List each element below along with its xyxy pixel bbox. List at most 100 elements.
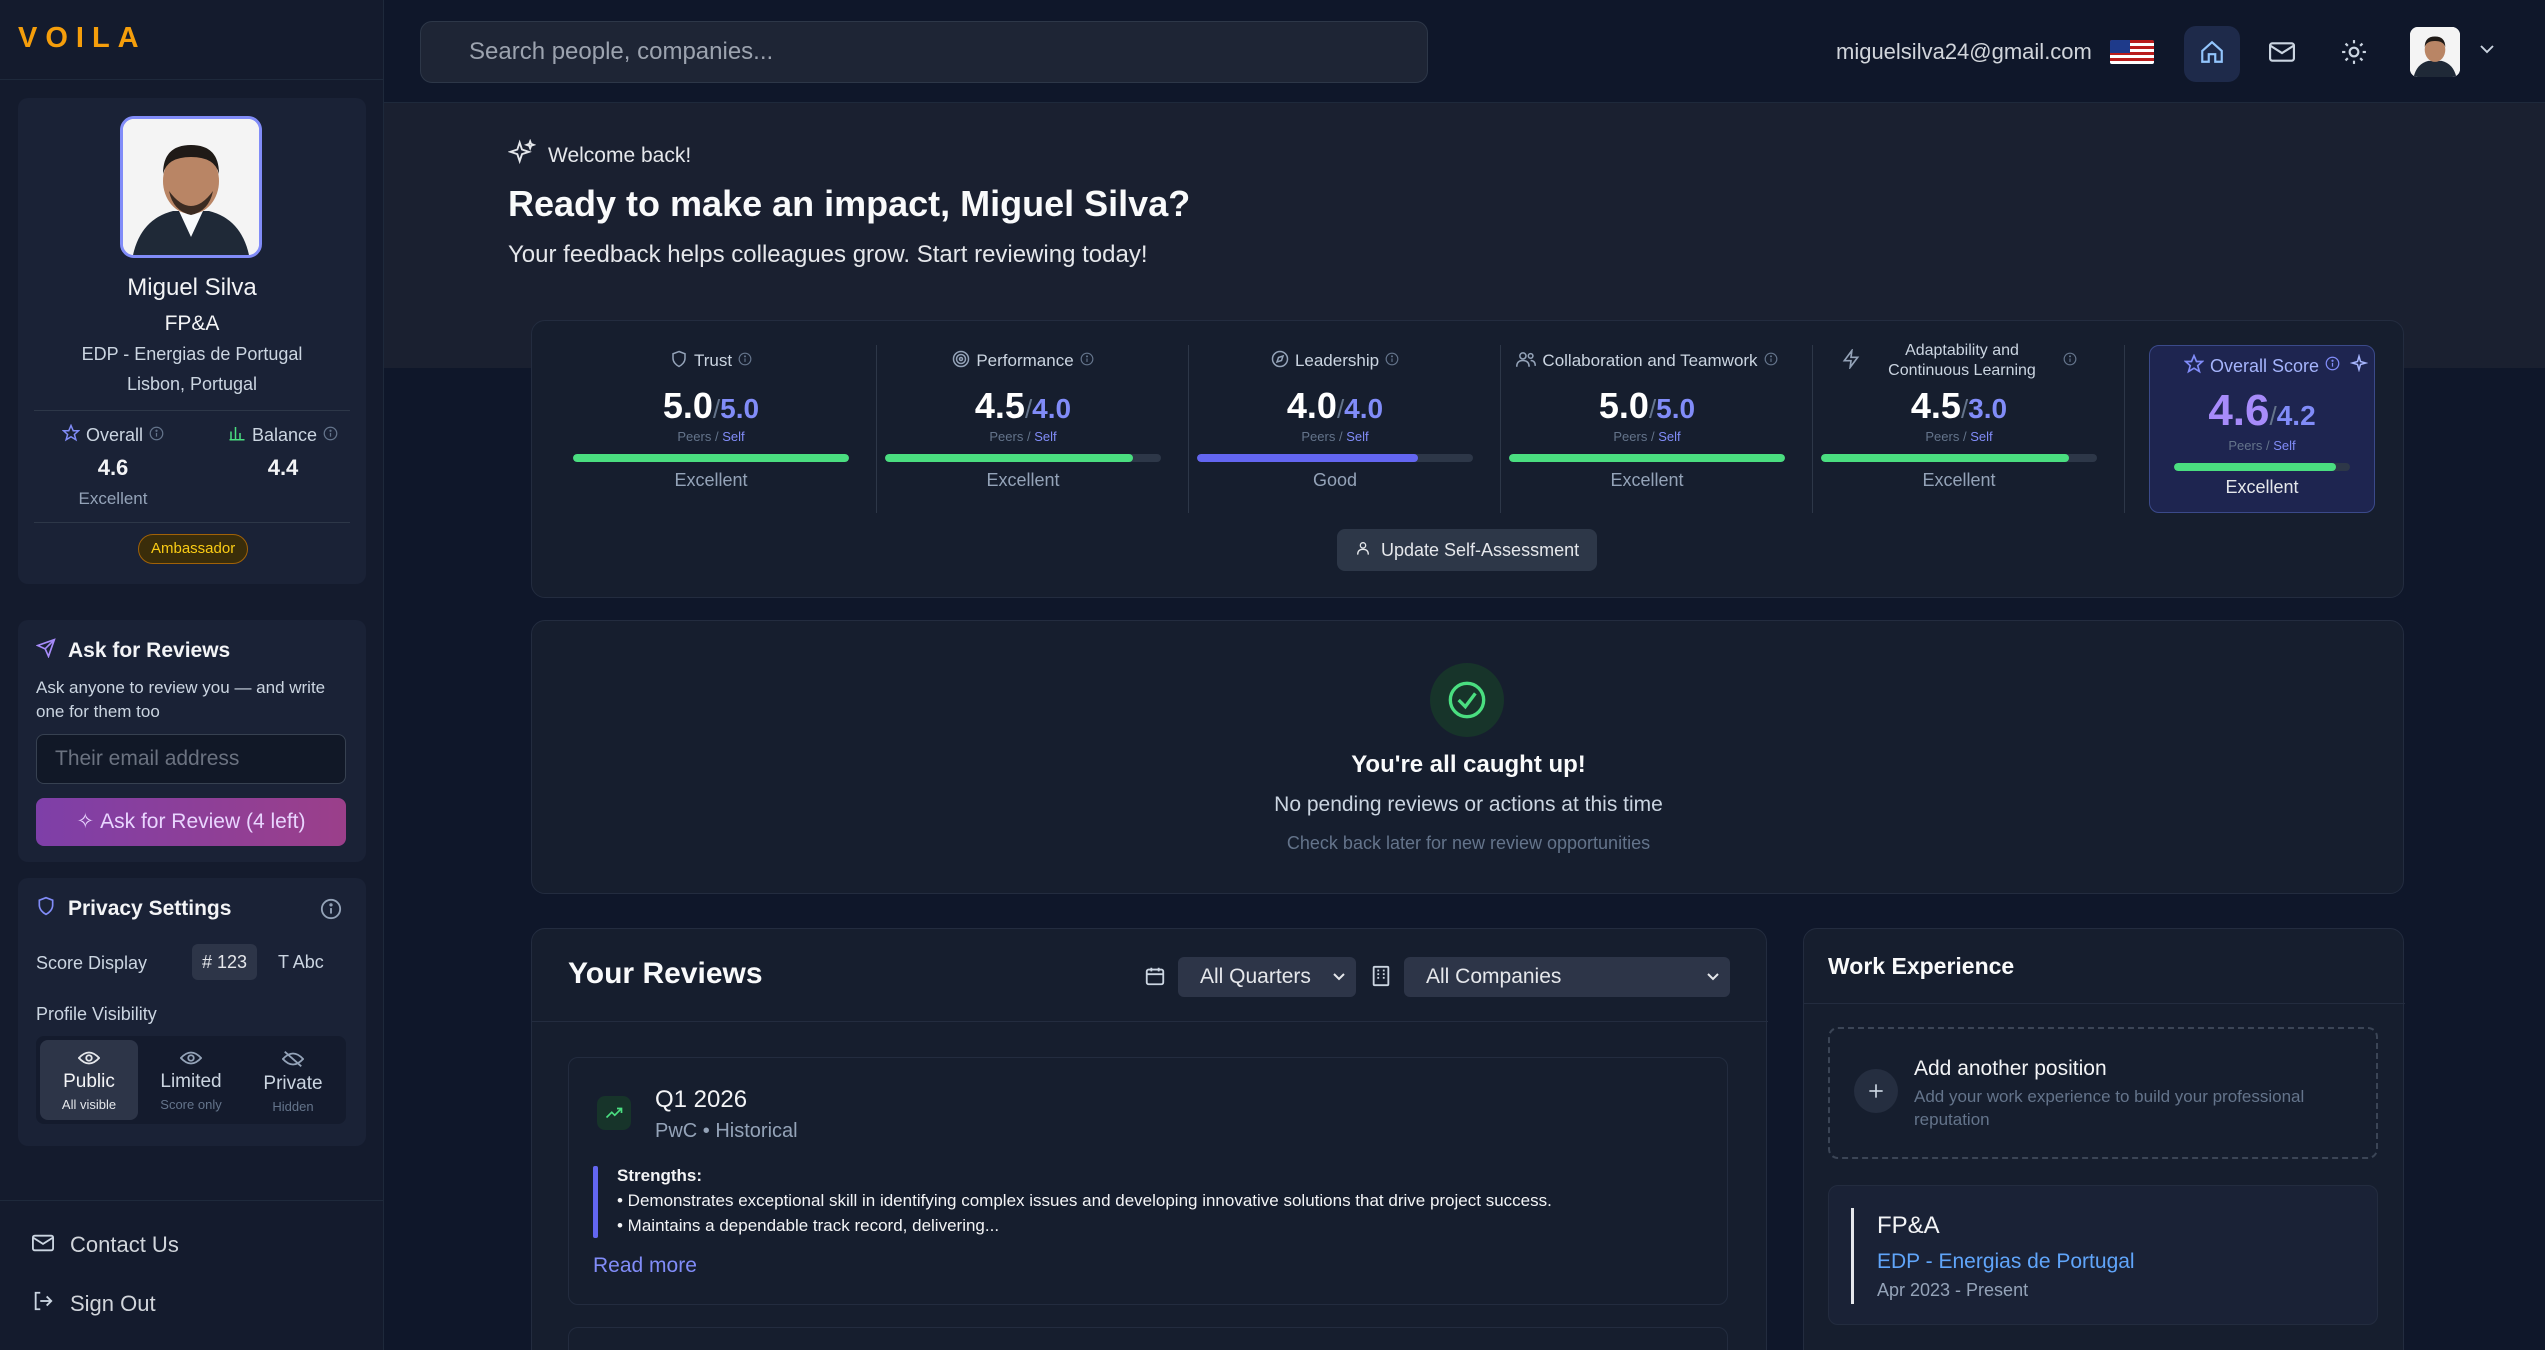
work-experience-title: Work Experience bbox=[1828, 953, 2015, 979]
metric-header: Collaboration and Teamwork bbox=[1492, 341, 1802, 381]
profile-company: EDP - Energias de Portugal bbox=[81, 344, 303, 364]
metric-progress-fill bbox=[1821, 454, 2070, 462]
info-icon[interactable] bbox=[149, 425, 164, 446]
chevron-down-icon[interactable] bbox=[2478, 42, 2496, 61]
peers-label: Peers bbox=[677, 429, 712, 444]
score-numeric-toggle[interactable]: # 123 bbox=[192, 944, 258, 980]
read-more-link[interactable]: Read more bbox=[593, 1254, 697, 1277]
position-card[interactable]: FP&A EDP - Energias de Portugal Apr 2023… bbox=[1828, 1185, 2378, 1325]
quarter-filter-select[interactable]: All Quarters bbox=[1178, 957, 1356, 997]
eye-icon bbox=[40, 1050, 138, 1071]
peers-self-legend: Peers / Self bbox=[677, 429, 745, 444]
add-position-button[interactable]: Add another position Add your work exper… bbox=[1828, 1027, 2378, 1159]
self-label: Self bbox=[1346, 429, 1369, 444]
profile-card: Miguel Silva FP&A EDP - Energias de Port… bbox=[18, 98, 366, 584]
profile-avatar[interactable] bbox=[120, 116, 262, 258]
peers-self-legend: Peers / Self bbox=[1925, 429, 1993, 444]
sparkle-icon: ✧ bbox=[76, 810, 95, 833]
metric-scores: 5.0/5.0 bbox=[1492, 385, 1802, 427]
page-title: Ready to make an impact, Miguel Silva? bbox=[508, 183, 1191, 224]
chevron-down-icon bbox=[1332, 957, 1346, 1011]
bar-chart-icon bbox=[228, 424, 246, 447]
self-label: Self bbox=[2273, 438, 2296, 453]
info-icon[interactable] bbox=[2063, 351, 2077, 371]
search-input[interactable]: Search people, companies... bbox=[420, 21, 1428, 83]
update-self-assessment-button[interactable]: Update Self-Assessment bbox=[1337, 529, 1598, 571]
score-text-toggle[interactable]: T Abc bbox=[278, 952, 324, 972]
score-separator: / bbox=[1336, 394, 1345, 424]
company-filter-select[interactable]: All Companies bbox=[1404, 957, 1730, 997]
chevron-down-icon bbox=[1706, 957, 1720, 1011]
user-avatar[interactable] bbox=[2410, 27, 2460, 77]
peers-self-legend: Peers / Self bbox=[989, 429, 1057, 444]
info-icon[interactable] bbox=[1764, 351, 1778, 371]
visibility-limited[interactable]: Limited Score only bbox=[142, 1040, 240, 1120]
sun-icon bbox=[2341, 39, 2367, 70]
info-icon[interactable] bbox=[2325, 356, 2340, 376]
privacy-title: Privacy Settings bbox=[68, 896, 232, 920]
peers-self-legend: Peers / Self bbox=[1613, 429, 1681, 444]
metric-scores: 4.0/4.0 bbox=[1180, 385, 1490, 427]
info-icon[interactable] bbox=[1080, 351, 1094, 371]
strength-line: • Maintains a dependable track record, d… bbox=[617, 1216, 1000, 1235]
metric-scores: 4.5/4.0 bbox=[868, 385, 1178, 427]
info-icon[interactable] bbox=[320, 898, 342, 925]
visibility-private[interactable]: Private Hidden bbox=[244, 1040, 342, 1120]
metric-performance: Performance 4.5/4.0 Peers / Self Excellent bbox=[868, 341, 1178, 509]
privacy-settings-card: Privacy Settings Score Display # 123 T A… bbox=[18, 878, 366, 1146]
position-company[interactable]: EDP - Energias de Portugal bbox=[1877, 1250, 2135, 1273]
sparkle-icon bbox=[2349, 353, 2369, 377]
metric-progress-bar bbox=[885, 454, 1161, 462]
visibility-label: Profile Visibility bbox=[36, 1004, 157, 1024]
sign-out-link[interactable]: Sign Out bbox=[32, 1290, 156, 1318]
info-icon[interactable] bbox=[1385, 351, 1399, 371]
self-label: Self bbox=[1034, 429, 1057, 444]
info-icon[interactable] bbox=[738, 351, 752, 371]
score-separator: / bbox=[1960, 394, 1969, 424]
balance-value: 4.4 bbox=[267, 455, 299, 480]
app-logo[interactable]: VOILA bbox=[18, 22, 147, 54]
home-button[interactable] bbox=[2184, 26, 2240, 82]
top-bar: Search people, companies... miguelsilva2… bbox=[384, 0, 2545, 103]
score-separator: / bbox=[2269, 401, 2277, 431]
home-icon bbox=[2199, 39, 2225, 70]
visibility-option-label: Public bbox=[63, 1071, 115, 1092]
sign-out-label: Sign Out bbox=[70, 1291, 156, 1316]
visibility-public[interactable]: Public All visible bbox=[40, 1040, 138, 1120]
metric-progress-fill bbox=[573, 454, 849, 462]
review-card[interactable]: Q1 2026 PwC • Historical Strengths: • De… bbox=[568, 1057, 1728, 1305]
overall-progress-bar bbox=[2174, 463, 2350, 471]
messages-button[interactable] bbox=[2254, 26, 2310, 82]
metric-leadership: Leadership 4.0/4.0 Peers / Self Good bbox=[1180, 341, 1490, 509]
theme-toggle-button[interactable] bbox=[2326, 26, 2382, 82]
metric-trust: Trust 5.0/5.0 Peers / Self Excellent bbox=[556, 341, 866, 509]
review-card[interactable] bbox=[568, 1327, 1728, 1350]
info-icon[interactable] bbox=[323, 425, 338, 446]
peers-label: Peers bbox=[1925, 429, 1960, 444]
metric-rating: Good bbox=[1312, 470, 1358, 490]
overall-peers: 4.6 bbox=[2208, 386, 2270, 435]
metric-label: Collaboration and Teamwork bbox=[1542, 351, 1758, 370]
ask-title: Ask for Reviews bbox=[68, 638, 231, 662]
metric-divider bbox=[1812, 345, 1813, 513]
send-icon bbox=[35, 638, 56, 663]
profile-role: FP&A bbox=[164, 312, 220, 335]
ask-for-review-button[interactable]: ✧ Ask for Review (4 left) bbox=[36, 798, 346, 846]
mail-icon bbox=[2269, 41, 2295, 67]
flag-uk-icon[interactable] bbox=[2110, 40, 2154, 64]
visibility-option-sub: Score only bbox=[160, 1097, 222, 1112]
ask-button-label: Ask for Review (4 left) bbox=[100, 810, 306, 833]
page-subtitle: Your feedback helps colleagues grow. Sta… bbox=[508, 241, 1148, 268]
metric-scores: 5.0/5.0 bbox=[556, 385, 866, 427]
peers-self-legend: Peers / Self bbox=[1301, 429, 1369, 444]
visibility-option-sub: All visible bbox=[61, 1097, 117, 1112]
eye-icon bbox=[142, 1050, 240, 1071]
update-self-assessment-label: Update Self-Assessment bbox=[1381, 540, 1580, 560]
metric-label: Adaptability and Continuous Learning bbox=[1888, 342, 2036, 379]
visibility-option-sub: Hidden bbox=[272, 1099, 314, 1114]
metric-progress-fill bbox=[885, 454, 1134, 462]
metric-self-score: 5.0 bbox=[1656, 393, 1696, 424]
score-display-label: Score Display bbox=[36, 953, 148, 973]
contact-us-link[interactable]: Contact Us bbox=[32, 1232, 179, 1258]
review-email-input[interactable]: Their email address bbox=[36, 734, 346, 784]
